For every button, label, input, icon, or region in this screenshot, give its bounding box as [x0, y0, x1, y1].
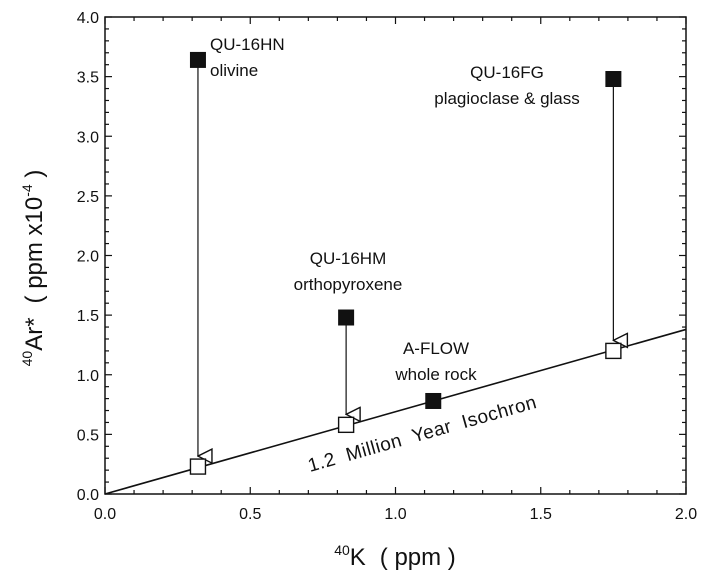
x-axis-title: 40K( ppm ): [334, 542, 456, 571]
corrected-point: [189, 458, 207, 475]
measured-point: [605, 71, 622, 88]
sample-mineral-label: orthopyroxene: [294, 275, 403, 294]
measured-point: [338, 309, 355, 326]
x-tick-label: 0.5: [239, 506, 261, 523]
sample-mineral-label: whole rock: [394, 365, 477, 384]
x-tick-label: 2.0: [675, 506, 697, 523]
y-tick-label: 1.5: [77, 308, 99, 325]
corrected-point: [605, 342, 622, 360]
sample-name-label: QU-16HM: [310, 249, 387, 268]
sample-name-label: A-FLOW: [403, 339, 469, 358]
x-tick-label: 1.0: [384, 506, 406, 523]
y-tick-label: 2.0: [77, 249, 99, 266]
corrected-point: [337, 416, 355, 434]
y-tick-label: 4.0: [77, 10, 99, 27]
plot-frame: [104, 16, 687, 495]
y-tick-label: 0.0: [77, 487, 99, 504]
y-axis-title: 40Ar*( ppm x10-4 ): [19, 170, 48, 367]
x-tick-label: 0.0: [94, 506, 116, 523]
tick-labels: 0.0 0.5 1.0 1.5 2.0 0.0 0.5 1.0 1.5 2.0 2.5 3.0 3.5 4…: [77, 10, 697, 523]
sample-mineral-label: olivine: [210, 61, 258, 80]
y-tick-label: 2.5: [77, 189, 99, 206]
sample-name-label: QU-16HN: [210, 35, 285, 54]
samples-group: QU-16HN olivine QU-16HM orthopyroxene QU-16F…: [189, 35, 622, 475]
y-tick-label: 3.5: [77, 70, 99, 87]
sample-mineral-label: plagioclase & glass: [434, 89, 580, 108]
y-tick-label: 0.5: [77, 427, 99, 444]
measured-point: [425, 392, 442, 409]
y-tick-label: 1.0: [77, 368, 99, 385]
sample-name-label: QU-16FG: [470, 63, 544, 82]
axis-ticks: [104, 16, 687, 495]
measured-point: [189, 51, 206, 68]
y-tick-label: 3.0: [77, 129, 99, 146]
x-tick-label: 1.5: [530, 506, 552, 523]
